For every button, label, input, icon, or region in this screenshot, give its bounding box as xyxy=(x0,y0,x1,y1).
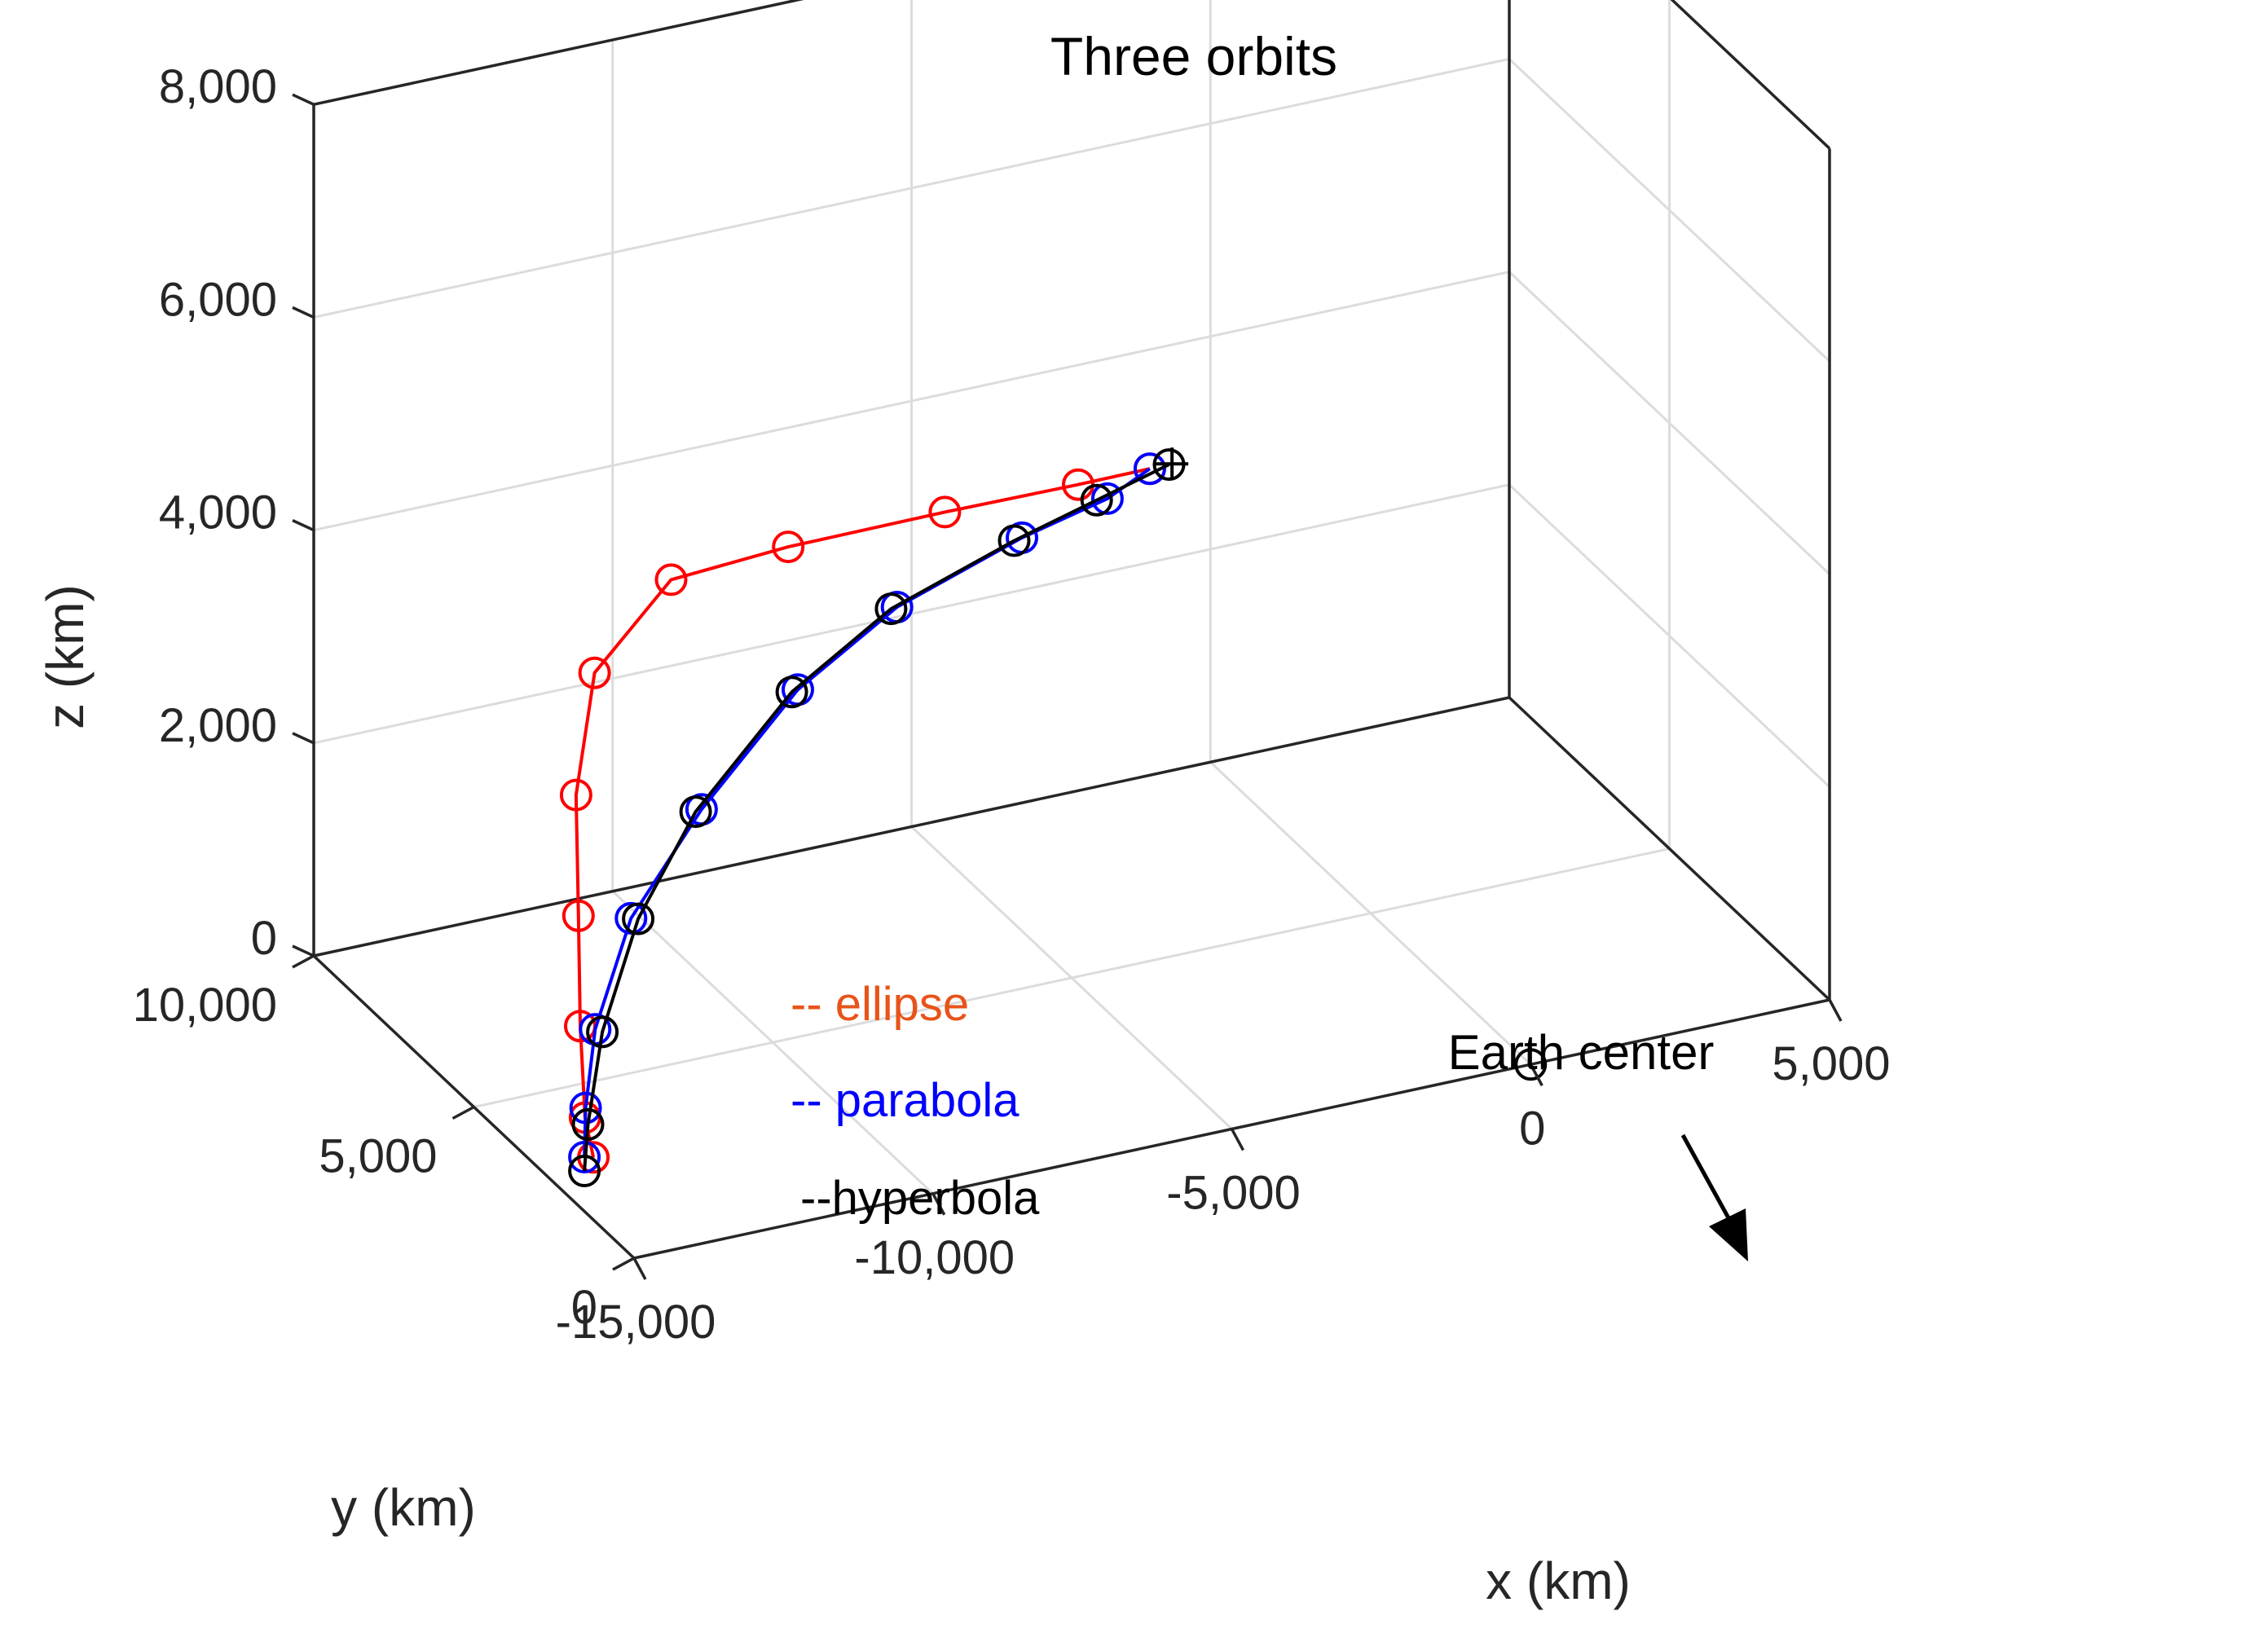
x-tick-label: 0 xyxy=(1519,1102,1545,1155)
tick-labels: 0 2,000 4,000 6,000 8,000 0 5,000 10,000 -15,000… xyxy=(133,60,1891,1349)
ellipse-marker xyxy=(772,530,805,564)
z-tick-label: 8,000 xyxy=(159,60,277,113)
x-tick-label: -5,000 xyxy=(1166,1167,1300,1220)
y-tick-label: 10,000 xyxy=(133,979,277,1032)
hyperbola-marker xyxy=(568,1155,601,1187)
parabola-marker xyxy=(1090,482,1124,515)
z-tick-label: 6,000 xyxy=(159,273,277,326)
z-tick-mark xyxy=(292,93,315,106)
x-tick-mark xyxy=(632,1257,647,1280)
hyperbola-marker xyxy=(586,1015,619,1049)
x-tick-mark xyxy=(1230,1128,1245,1151)
grid-line xyxy=(473,847,1670,1108)
z-tick-mark xyxy=(292,944,315,957)
earth-center-arrowhead xyxy=(1709,1208,1748,1261)
ellipse-marker xyxy=(559,778,592,812)
x-tick-mark xyxy=(931,1192,946,1216)
parabola-marker xyxy=(569,1091,602,1125)
start-point-marker xyxy=(1156,447,1189,481)
x-tick-label: 5,000 xyxy=(1772,1037,1890,1090)
hyperbola-marker xyxy=(571,1107,605,1141)
axes-edge xyxy=(313,0,804,106)
hyperbola-marker xyxy=(997,524,1031,557)
x-axis-label: x (km) xyxy=(1486,1552,1631,1610)
y-tick-mark xyxy=(292,954,315,969)
hyperbola-marker xyxy=(775,676,808,709)
y-tick-label: 0 xyxy=(571,1281,597,1334)
parabola-marker xyxy=(1133,452,1166,486)
y-tick-mark xyxy=(612,1257,635,1271)
ellipse-curve xyxy=(574,467,1151,1158)
axes-box xyxy=(312,0,1831,1260)
legend-entry-ellipse: -- ellipse xyxy=(790,978,969,1031)
ellipse-marker xyxy=(578,656,611,689)
chart-title: Three orbits xyxy=(1050,26,1337,86)
hyperbola-marker xyxy=(679,795,712,829)
x-tick-mark xyxy=(1828,999,1843,1022)
z-tick-label: 4,000 xyxy=(159,486,277,539)
ellipse-marker xyxy=(654,563,688,596)
x-tick-mark xyxy=(1529,1063,1544,1087)
series-parabola xyxy=(568,452,1166,1173)
x-tick-label: -10,000 xyxy=(854,1231,1015,1284)
grid-line xyxy=(313,271,1510,532)
axes-edge xyxy=(313,696,1510,957)
legend-entry-hyperbola: --hyperbola xyxy=(800,1172,1040,1225)
x-tick-label: -15,000 xyxy=(556,1296,716,1349)
axes-edge xyxy=(1670,0,1831,150)
hyperbola-curve xyxy=(583,463,1170,1172)
hyperbola-marker xyxy=(1080,483,1113,517)
grid-line xyxy=(313,57,1510,319)
ellipse-marker xyxy=(561,899,595,932)
parabola-curve xyxy=(583,467,1152,1158)
earth-center-marker xyxy=(1514,1048,1548,1081)
z-tick-mark xyxy=(292,519,315,532)
z-tick-label: 0 xyxy=(251,912,277,965)
legend-entry-parabola: -- parabola xyxy=(790,1074,1019,1127)
earth-center-annotation: Earth center xyxy=(1448,1025,1748,1261)
axes-edge xyxy=(1508,696,1831,1001)
z-tick-mark xyxy=(292,306,315,319)
z-tick-label: 2,000 xyxy=(159,699,277,752)
y-axis-label: y (km) xyxy=(331,1478,476,1537)
parabola-marker xyxy=(568,1141,601,1173)
legend: -- ellipse -- parabola --hyperbola xyxy=(790,978,1040,1225)
y-tick-label: 5,000 xyxy=(319,1130,437,1183)
z-tick-mark xyxy=(292,732,315,745)
series-ellipse xyxy=(559,452,1166,1174)
z-axis-label: z (km) xyxy=(36,584,95,729)
hyperbola-marker xyxy=(874,592,908,626)
series-hyperbola xyxy=(568,448,1186,1187)
orbit-series xyxy=(559,447,1548,1187)
y-tick-mark xyxy=(451,1105,475,1120)
ellipse-marker xyxy=(928,495,962,529)
earth-center-label: Earth center xyxy=(1448,1025,1715,1080)
hyperbola-marker xyxy=(622,902,655,935)
